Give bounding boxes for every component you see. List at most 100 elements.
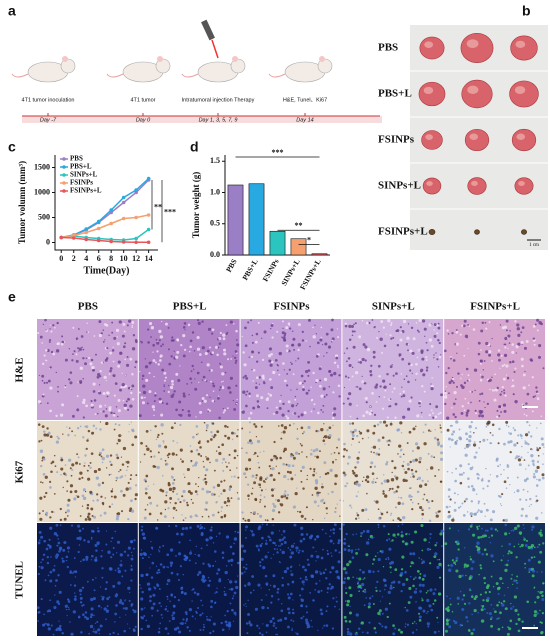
cell	[287, 625, 290, 629]
cell	[270, 324, 274, 327]
cell	[501, 626, 504, 629]
cell	[419, 573, 422, 575]
cell	[184, 611, 188, 614]
cell	[485, 508, 489, 512]
column-label: PBS	[78, 301, 98, 313]
cell	[40, 598, 43, 601]
cell	[489, 541, 492, 544]
cell	[513, 443, 517, 447]
cell	[438, 562, 442, 567]
cell	[125, 487, 129, 491]
cell	[67, 600, 71, 603]
cell	[92, 499, 95, 502]
cell	[325, 507, 328, 510]
cell	[156, 436, 159, 438]
cell	[210, 526, 213, 529]
cell	[70, 632, 74, 636]
cell	[342, 402, 345, 405]
cell	[305, 456, 308, 458]
cell	[515, 622, 518, 626]
cell	[306, 611, 309, 614]
cell	[402, 319, 407, 324]
cell	[337, 539, 341, 543]
cell	[372, 570, 375, 573]
cell	[358, 627, 361, 630]
cell	[382, 525, 386, 528]
cell	[74, 570, 78, 574]
cell	[479, 362, 482, 365]
point	[134, 236, 138, 241]
cell	[152, 483, 155, 485]
cell	[351, 375, 354, 378]
cell	[130, 603, 134, 606]
cell	[284, 490, 287, 493]
cell	[366, 347, 371, 352]
cell	[219, 363, 222, 365]
cell	[500, 559, 503, 562]
cell	[351, 469, 355, 473]
cell	[464, 453, 468, 457]
tumor-highlight	[514, 86, 526, 94]
cell	[212, 422, 215, 425]
cell	[355, 533, 358, 535]
cell	[453, 508, 457, 512]
cell	[212, 390, 215, 392]
cell	[535, 495, 538, 498]
cell	[517, 458, 522, 462]
point	[71, 233, 76, 238]
cell	[317, 590, 321, 594]
cell	[205, 501, 209, 505]
cell	[305, 506, 308, 509]
cell	[435, 514, 439, 518]
cell	[124, 342, 127, 345]
cell	[174, 422, 176, 425]
cell	[109, 633, 112, 636]
cell	[206, 544, 208, 546]
cell	[376, 336, 379, 339]
cell	[392, 624, 395, 627]
cell	[485, 553, 489, 556]
cell	[272, 541, 275, 545]
x-tick-label: 10	[120, 254, 128, 263]
cell	[315, 481, 319, 485]
cell	[203, 626, 206, 629]
cell	[510, 607, 513, 610]
cell	[143, 453, 146, 456]
cell	[339, 499, 342, 502]
cell	[228, 504, 231, 507]
cell	[196, 347, 201, 351]
cell	[212, 382, 215, 385]
cell	[415, 587, 418, 590]
cell	[45, 622, 47, 625]
cell	[397, 517, 400, 520]
cell	[391, 364, 393, 366]
cell	[352, 576, 354, 578]
cell	[117, 438, 121, 443]
cell	[218, 336, 222, 341]
cell	[256, 624, 259, 627]
cell	[461, 574, 464, 577]
column-label: PBS+L	[173, 301, 207, 313]
cell	[255, 394, 259, 398]
cell	[144, 487, 148, 491]
cell	[261, 536, 264, 540]
cell	[337, 560, 341, 564]
cell	[272, 624, 275, 627]
cell	[508, 627, 512, 631]
annotation: **	[295, 221, 303, 230]
cell	[409, 575, 412, 578]
cell	[157, 363, 160, 366]
cell	[425, 341, 428, 344]
cell	[432, 602, 435, 605]
cell	[489, 431, 492, 434]
cell	[99, 369, 102, 373]
cell	[275, 544, 277, 547]
cell	[297, 357, 300, 360]
cell	[505, 420, 509, 424]
cell	[314, 486, 318, 490]
cell	[499, 495, 502, 498]
cell	[388, 489, 390, 492]
cell	[421, 416, 423, 418]
cell	[434, 543, 437, 547]
cell	[361, 320, 364, 322]
